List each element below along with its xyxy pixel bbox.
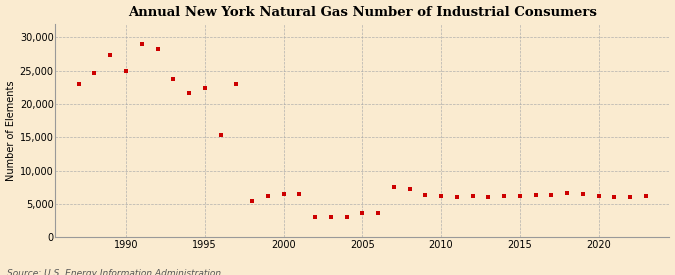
Point: [168, 76, 179, 81]
Point: [467, 194, 478, 198]
Point: [641, 194, 651, 198]
Point: [325, 214, 336, 219]
Point: [373, 211, 383, 216]
Point: [246, 199, 257, 204]
Point: [562, 191, 572, 195]
Y-axis label: Number of Elements: Number of Elements: [5, 80, 16, 181]
Point: [577, 192, 588, 196]
Point: [593, 194, 604, 198]
Point: [105, 53, 115, 57]
Point: [530, 193, 541, 197]
Point: [121, 68, 132, 73]
Point: [388, 185, 399, 189]
Point: [341, 214, 352, 219]
Point: [357, 211, 368, 216]
Point: [435, 194, 446, 198]
Point: [152, 46, 163, 51]
Point: [263, 194, 273, 198]
Point: [624, 194, 635, 199]
Point: [294, 192, 304, 196]
Point: [546, 193, 557, 197]
Point: [310, 214, 321, 219]
Point: [136, 42, 147, 46]
Point: [184, 90, 194, 95]
Point: [452, 194, 462, 199]
Point: [215, 133, 226, 138]
Point: [278, 192, 289, 196]
Point: [609, 194, 620, 199]
Point: [499, 194, 510, 198]
Point: [404, 187, 415, 192]
Text: Source: U.S. Energy Information Administration: Source: U.S. Energy Information Administ…: [7, 269, 221, 275]
Point: [74, 82, 84, 86]
Title: Annual New York Natural Gas Number of Industrial Consumers: Annual New York Natural Gas Number of In…: [128, 6, 597, 18]
Point: [483, 194, 493, 199]
Point: [199, 86, 210, 90]
Point: [514, 194, 525, 198]
Point: [89, 70, 100, 75]
Point: [420, 193, 431, 197]
Point: [231, 82, 242, 86]
